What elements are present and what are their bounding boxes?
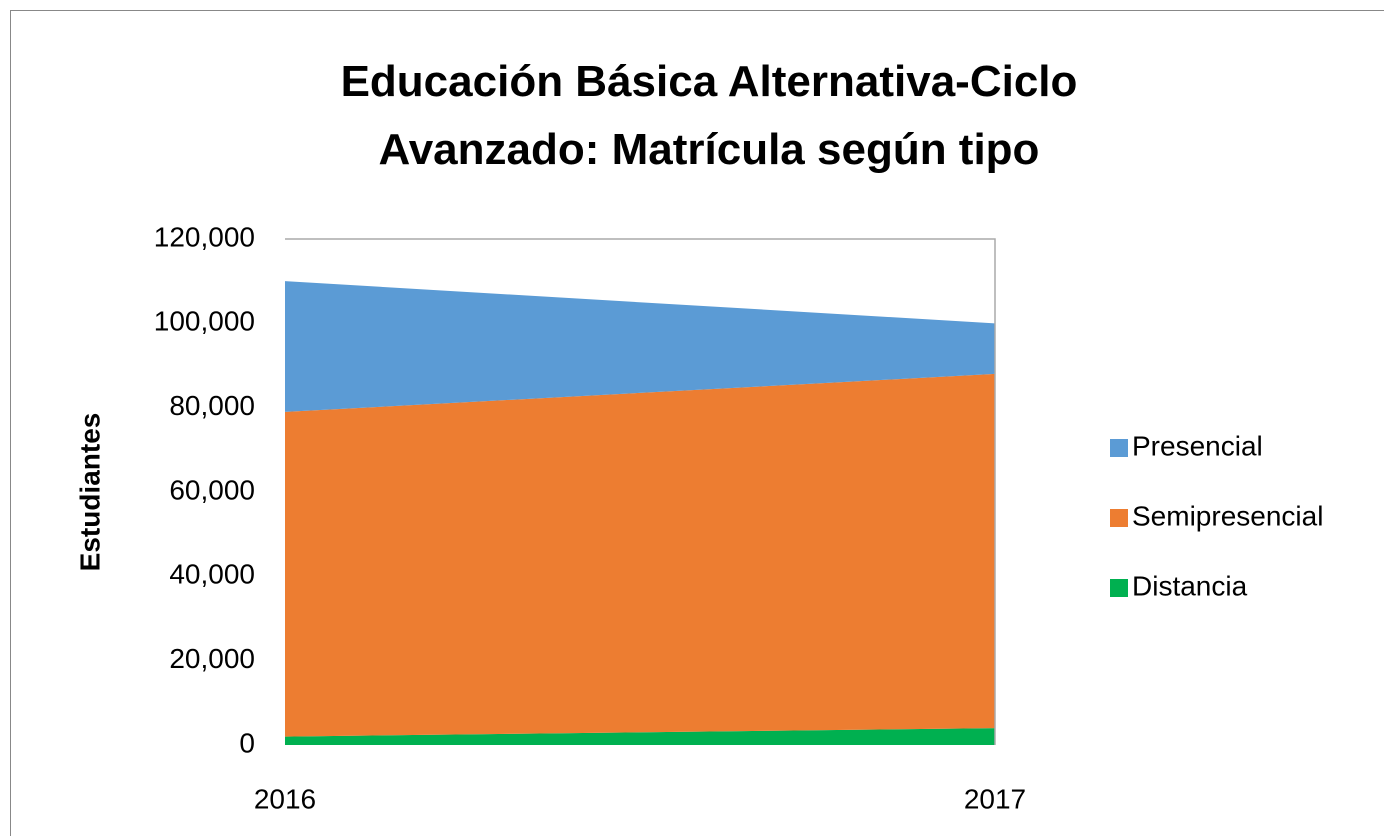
chart-border bbox=[10, 10, 1384, 836]
y-tick-label: 60,000 bbox=[169, 474, 255, 505]
y-tick-label: 40,000 bbox=[169, 559, 255, 590]
chart-title: Educación Básica Alternativa-Ciclo Avanz… bbox=[340, 57, 1078, 174]
x-tick-label: 2017 bbox=[964, 783, 1026, 814]
y-tick-label: 20,000 bbox=[169, 643, 255, 674]
x-tick-label: 2016 bbox=[254, 783, 316, 814]
legend-swatch bbox=[1110, 579, 1128, 597]
y-tick-label: 0 bbox=[239, 727, 255, 758]
area bbox=[285, 728, 995, 745]
y-tick-label: 120,000 bbox=[154, 221, 255, 252]
y-axis-title: Estudiantes bbox=[74, 413, 105, 572]
legend-label: Semipresencial bbox=[1132, 500, 1323, 531]
plot-border bbox=[285, 238, 996, 745]
legend-label: Presencial bbox=[1132, 430, 1263, 461]
legend-swatch bbox=[1110, 439, 1128, 457]
legend-swatch bbox=[1110, 509, 1128, 527]
y-tick-label: 100,000 bbox=[154, 306, 255, 337]
area bbox=[285, 281, 995, 412]
y-tick-label: 80,000 bbox=[169, 390, 255, 421]
area bbox=[285, 373, 995, 737]
legend-label: Distancia bbox=[1132, 570, 1248, 601]
